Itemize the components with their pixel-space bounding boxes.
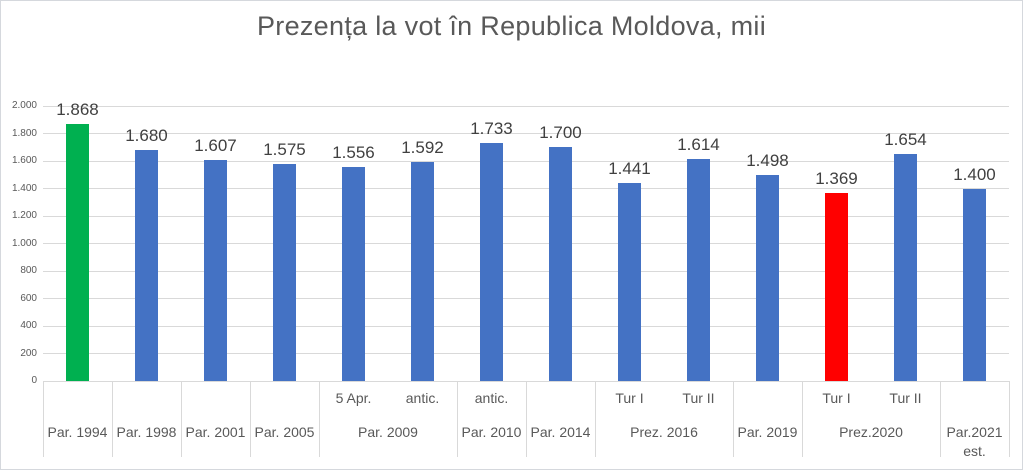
- y-tick-label: 1.000: [11, 237, 37, 249]
- bar: [756, 175, 779, 381]
- y-tick-label: 200: [20, 347, 37, 359]
- x-axis-divider: [457, 381, 458, 457]
- x-axis-divider: [940, 381, 941, 457]
- x-group-label: Par. 1994: [47, 424, 108, 440]
- x-group-label: Par. 2010: [461, 424, 522, 440]
- x-axis-divider: [1009, 381, 1010, 457]
- y-tick-label: 400: [20, 320, 37, 331]
- gridline: [43, 105, 1009, 107]
- x-sub-label: antic.: [405, 390, 440, 406]
- y-tick-label: 1.400: [11, 182, 37, 194]
- bar-value-label: 1.369: [815, 168, 858, 188]
- x-sub-label: 5 Apr.: [335, 390, 372, 406]
- x-sub-label: antic.: [474, 390, 509, 406]
- bar-value-label: 1.592: [401, 138, 444, 158]
- x-group-label: Prez.2020: [839, 424, 903, 440]
- bar: [687, 159, 710, 381]
- x-axis-divider: [595, 381, 596, 457]
- bar-value-label: 1.400: [953, 164, 996, 184]
- x-sub-label: Tur I: [822, 390, 851, 406]
- bar: [66, 124, 89, 381]
- bar-value-label: 1.614: [677, 135, 720, 155]
- bar-value-label: 1.575: [263, 140, 306, 160]
- bar: [618, 182, 641, 381]
- x-axis-divider: [802, 381, 803, 457]
- x-group-label: Par. 2005: [254, 424, 315, 440]
- y-tick-label: 1.800: [11, 127, 37, 139]
- y-tick-label: 1.600: [11, 155, 37, 166]
- bar-value-label: 1.607: [194, 136, 237, 156]
- gridline: [43, 243, 1009, 244]
- x-group-label: Par. 2001: [185, 424, 246, 440]
- x-axis-divider: [250, 381, 251, 457]
- y-tick-label: 800: [20, 265, 37, 276]
- bar: [549, 147, 572, 381]
- x-group-label: Par. 1998: [116, 424, 177, 440]
- gridline: [43, 270, 1009, 272]
- bar: [204, 160, 227, 381]
- x-axis-divider: [181, 381, 182, 457]
- gridline: [43, 353, 1009, 354]
- bar-value-label: 1.498: [746, 151, 789, 171]
- x-sub-label: Tur I: [615, 390, 644, 406]
- bar-value-label: 1.733: [470, 118, 513, 138]
- x-axis-divider: [319, 381, 320, 457]
- bar-value-label: 1.700: [539, 123, 582, 143]
- bar: [480, 142, 503, 381]
- x-sub-label: Tur II: [889, 390, 922, 406]
- x-axis-divider: [43, 381, 44, 457]
- y-tick-label: 600: [20, 292, 37, 304]
- gridline: [43, 160, 1009, 162]
- bar: [411, 162, 434, 381]
- gridline: [43, 133, 1009, 134]
- chart-title: Prezența la vot în Republica Moldova, mi…: [256, 11, 767, 41]
- bar: [825, 192, 848, 381]
- gridline: [43, 215, 1009, 217]
- y-tick-label: 1.200: [11, 210, 37, 221]
- bar: [273, 164, 296, 381]
- bar: [963, 188, 986, 381]
- bar: [894, 153, 917, 381]
- x-group-label: Par. 2014: [530, 424, 591, 440]
- gridline: [43, 298, 1009, 299]
- bar: [135, 150, 158, 381]
- x-axis-divider: [526, 381, 527, 457]
- x-group-label: Prez. 2016: [630, 424, 698, 440]
- bar-value-label: 1.556: [332, 143, 375, 163]
- x-group-label: Par. 2009: [358, 424, 418, 440]
- x-sub-label: Tur II: [682, 390, 715, 406]
- y-tick-label: 2.000: [11, 100, 37, 111]
- bar: [342, 167, 365, 381]
- y-tick-label: 0: [31, 375, 37, 386]
- bar-value-label: 1.654: [884, 129, 927, 149]
- gridline: [43, 325, 1009, 327]
- x-group-label: Par. 2019: [737, 424, 798, 440]
- bar-value-label: 1.441: [608, 158, 651, 178]
- x-axis-divider: [733, 381, 734, 457]
- bar-value-label: 1.868: [56, 100, 99, 120]
- gridline: [43, 188, 1009, 189]
- x-axis-divider: [112, 381, 113, 457]
- x-group-label: Par.2021 est.: [946, 424, 1003, 459]
- bar-value-label: 1.680: [125, 126, 168, 145]
